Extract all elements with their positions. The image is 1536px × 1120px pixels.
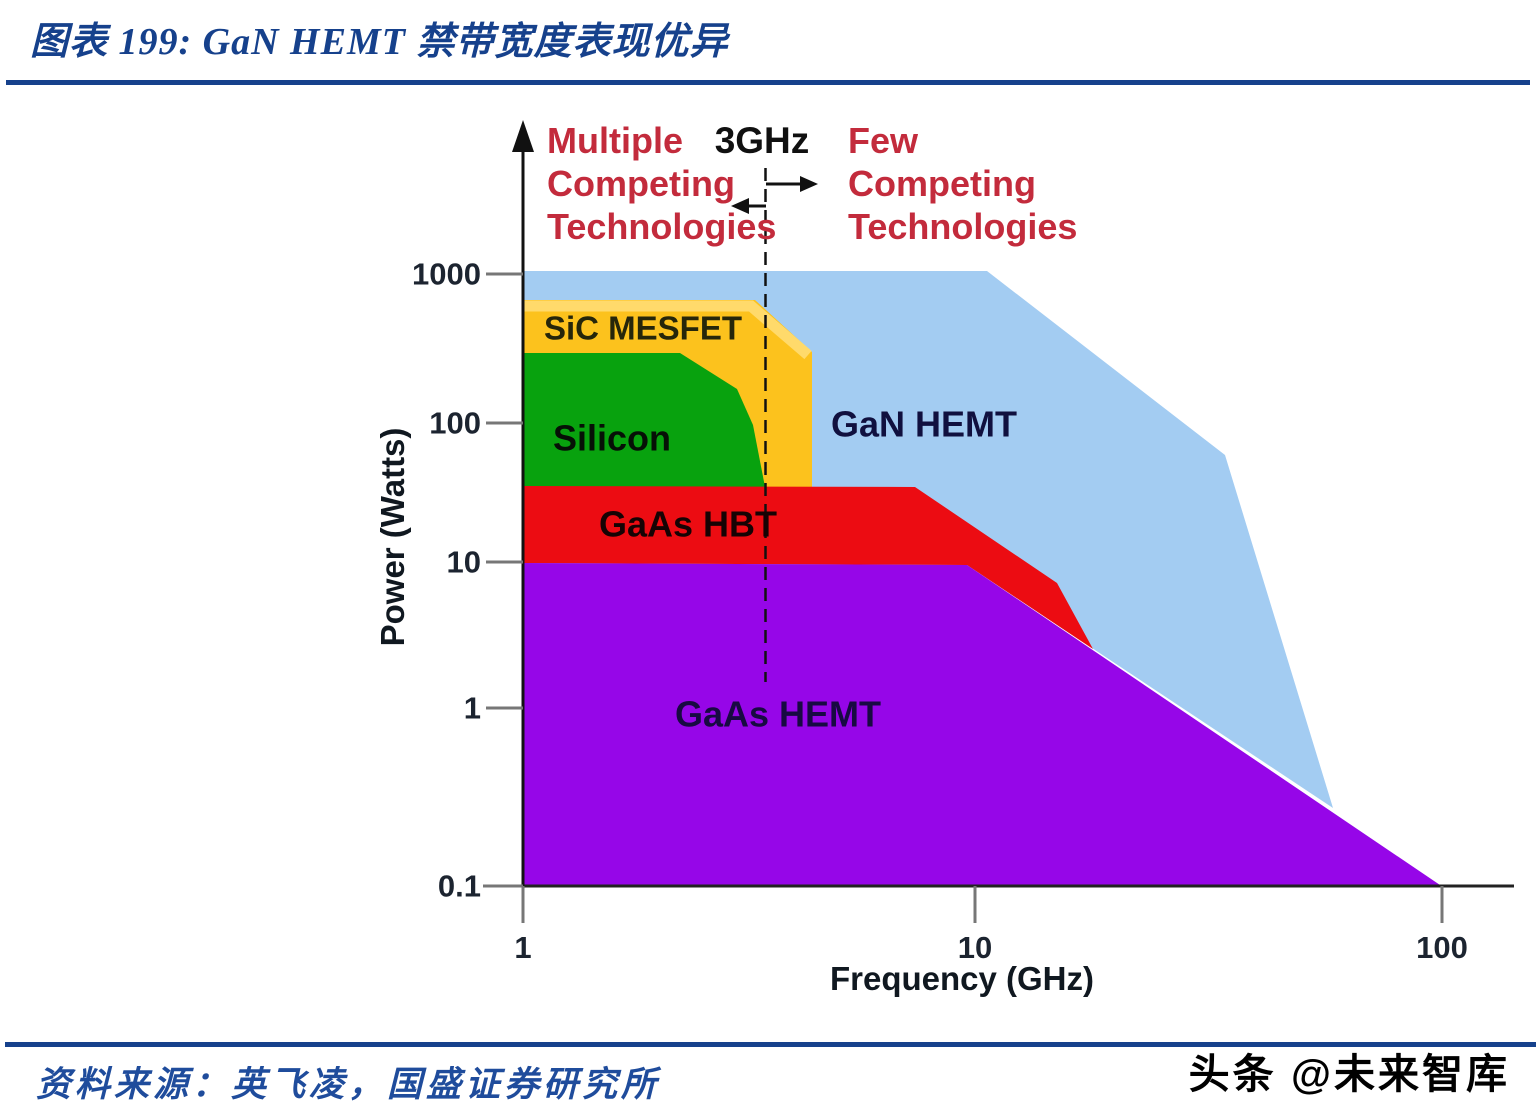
region-labels: SiC MESFET Silicon GaAs HBT GaN HEMT GaA… <box>544 310 1017 735</box>
label-sic-mesfet: SiC MESFET <box>544 310 742 347</box>
right-annotation-line3: Technologies <box>848 206 1077 247</box>
source-note: 资料来源：英飞凌，国盛证券研究所 <box>36 1065 661 1104</box>
region-gaas-hemt <box>523 563 1440 885</box>
x-tick-label-100: 100 <box>1416 930 1468 965</box>
x-axis-title: Frequency (GHz) <box>830 960 1094 997</box>
y-tick-label-1: 1 <box>464 691 481 726</box>
left-annotation-line3: Technologies <box>547 206 776 247</box>
left-annotation: Multiple Competing Technologies <box>547 120 776 247</box>
footer-divider <box>5 1042 1536 1047</box>
frequency-divider: 3GHz <box>715 120 818 682</box>
label-silicon: Silicon <box>553 418 671 459</box>
label-gaas-hbt: GaAs HBT <box>599 504 777 545</box>
figure-title: 图表 199: GaN HEMT 禁带宽度表现优异 <box>30 21 729 63</box>
region-sic-mesfet-highlight-edge <box>523 300 812 360</box>
y-axis-title: Power (Watts) <box>374 428 411 647</box>
right-arrow-icon <box>800 176 818 192</box>
left-annotation-line1: Multiple <box>547 120 683 161</box>
y-tick-label-100: 100 <box>429 406 481 441</box>
region-areas <box>523 271 1440 885</box>
region-silicon <box>523 353 765 487</box>
axes <box>483 120 1514 923</box>
y-tick-label-1000: 1000 <box>412 257 481 292</box>
right-annotation-line2: Competing <box>848 163 1036 204</box>
tick-labels: 1000 100 10 1 0.1 1 10 100 <box>412 257 1468 966</box>
right-annotation: Few Competing Technologies <box>848 120 1077 247</box>
watermark: 头条 @未来智库 <box>1188 1051 1510 1097</box>
x-tick-label-1: 1 <box>514 930 531 965</box>
label-gaas-hemt: GaAs HEMT <box>675 694 881 735</box>
left-annotation-line2: Competing <box>547 163 735 204</box>
y-tick-label-0.1: 0.1 <box>438 869 481 904</box>
title-divider <box>6 80 1530 85</box>
region-gaas-hbt <box>523 486 1093 649</box>
y-tick-label-10: 10 <box>447 545 481 580</box>
divider-freq-label: 3GHz <box>715 120 810 161</box>
label-gan-hemt: GaN HEMT <box>831 404 1017 445</box>
left-arrow-icon <box>731 198 749 214</box>
right-annotation-line1: Few <box>848 120 919 161</box>
y-axis-arrowhead-icon <box>512 120 534 152</box>
x-tick-label-10: 10 <box>958 930 992 965</box>
